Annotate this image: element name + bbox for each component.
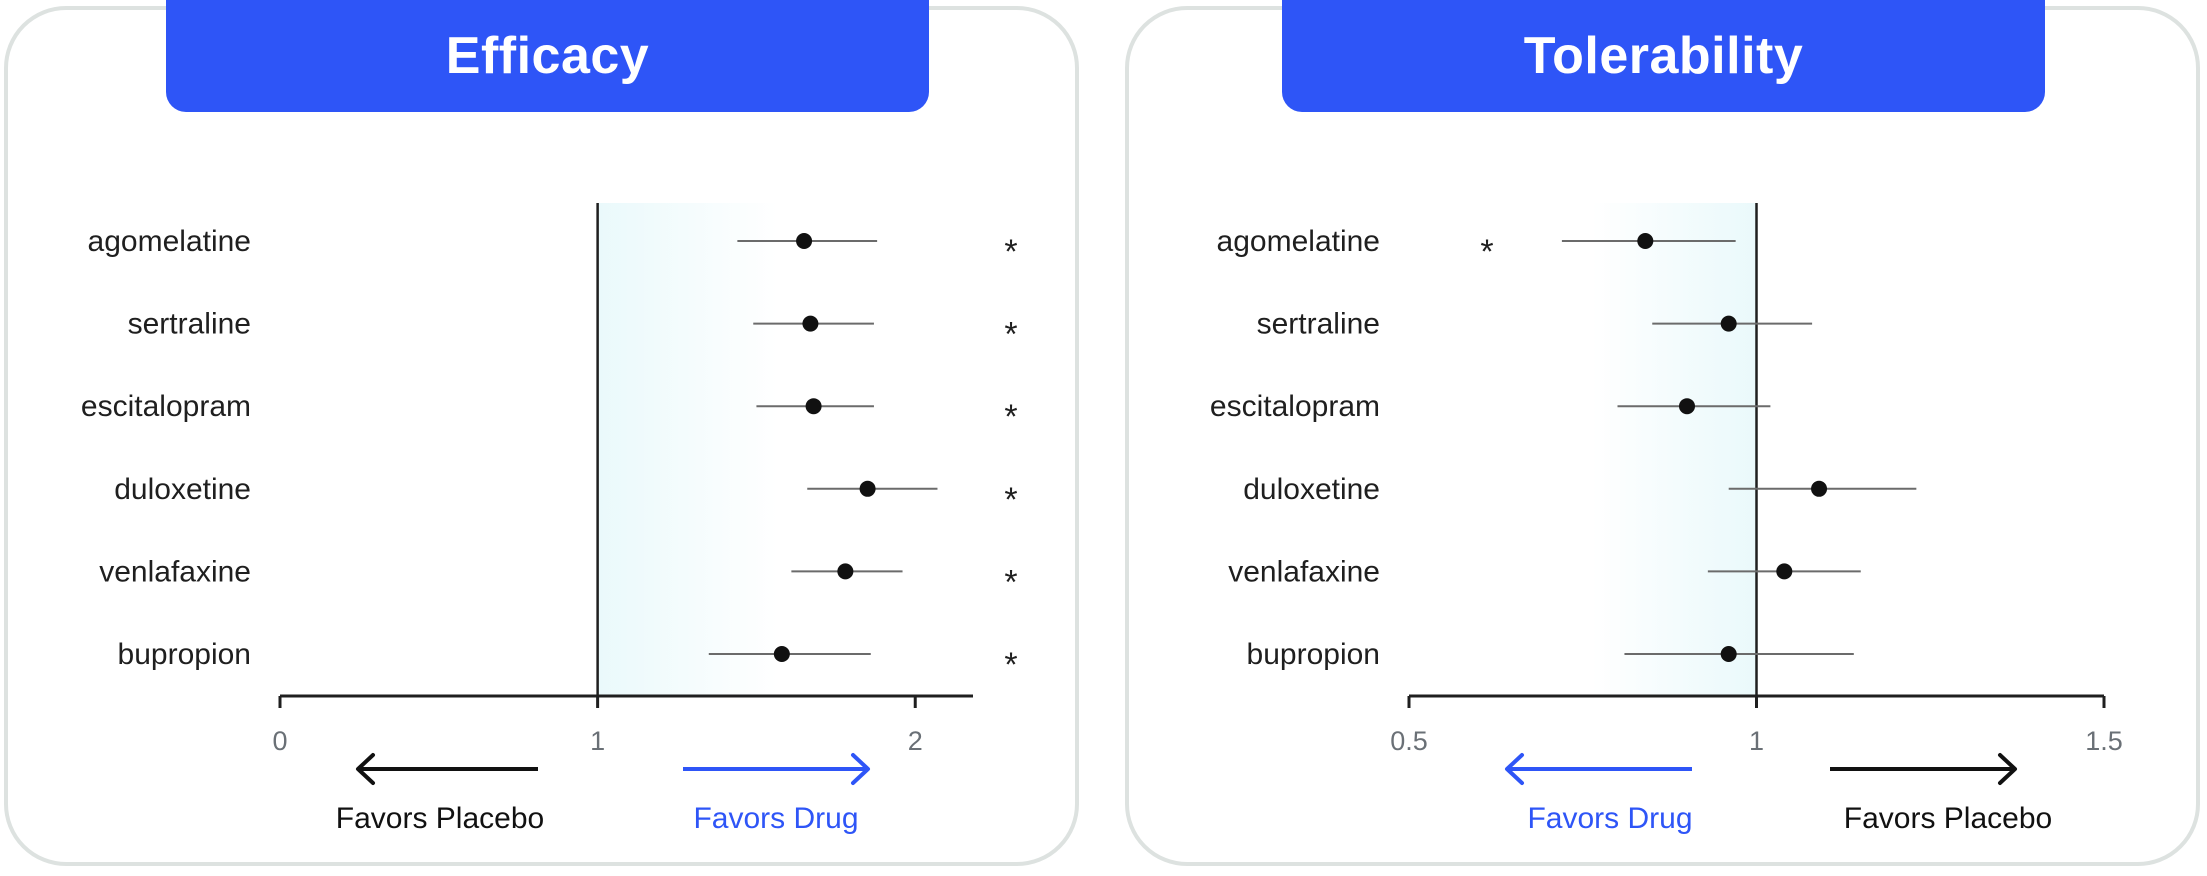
significance-marker: * — [1004, 398, 1017, 436]
efficacy-panel: Efficacy 0 1 2 agomelatine * sertraline * escit… — [4, 0, 1079, 866]
x-tick-label: 1 — [590, 726, 605, 756]
point-estimate — [773, 646, 790, 662]
point-estimate — [1679, 398, 1695, 415]
tolerability-forest-plot: 0.5 1 1.5 agomelatine * sertraline escitalopra… — [1210, 203, 2123, 835]
point-estimate — [802, 315, 819, 332]
point-estimate — [1720, 315, 1737, 332]
drug-label: venlafaxine — [1228, 555, 1380, 588]
left-direction-label: Favors Drug — [1527, 802, 1692, 835]
significance-marker: * — [1004, 563, 1017, 601]
drug-label: escitalopram — [1210, 390, 1380, 423]
left-direction-arrow-head — [356, 753, 375, 785]
right-direction-arrow-head — [851, 753, 870, 785]
drug-label: sertraline — [128, 308, 251, 341]
drug-label: duloxetine — [1243, 473, 1380, 506]
efficacy-forest-plot: 0 1 2 agomelatine * sertraline * escitalopram * d… — [81, 203, 1018, 835]
point-estimate — [1637, 233, 1654, 249]
significance-marker: * — [1004, 233, 1017, 271]
point-estimate — [805, 398, 822, 415]
tolerability-title: Tolerability — [1523, 27, 1804, 85]
x-tick-label: 1 — [1749, 726, 1764, 756]
significance-marker: * — [1004, 316, 1017, 354]
x-tick-label: 0.5 — [1390, 726, 1428, 756]
point-estimate — [859, 480, 876, 497]
shaded-region — [1591, 203, 1757, 696]
left-direction-arrow-head — [1505, 753, 1524, 785]
x-tick-label: 1.5 — [2085, 726, 2123, 756]
right-direction-label: Favors Drug — [693, 802, 858, 835]
x-tick-label: 0 — [272, 726, 287, 756]
drug-label: agomelatine — [1217, 225, 1380, 258]
right-direction-arrow-head — [1998, 753, 2017, 785]
shaded-region — [597, 203, 778, 696]
drug-label: sertraline — [1257, 308, 1380, 341]
significance-marker: * — [1004, 481, 1017, 519]
drug-label: venlafaxine — [99, 555, 251, 588]
x-tick-label: 2 — [908, 726, 923, 756]
drug-label: duloxetine — [114, 473, 251, 506]
tolerability-title-banner: Tolerability — [1282, 0, 2045, 112]
significance-marker: * — [1004, 646, 1017, 684]
point-estimate — [1720, 646, 1737, 662]
significance-marker: * — [1480, 233, 1493, 271]
efficacy-title-banner: Efficacy — [166, 0, 929, 112]
drug-label: escitalopram — [81, 390, 251, 423]
drug-label: agomelatine — [88, 225, 251, 258]
efficacy-title: Efficacy — [445, 27, 650, 85]
tolerability-panel: Tolerability 0.5 1 1.5 agomelatine * sertrali… — [1125, 0, 2200, 866]
point-estimate — [1776, 563, 1793, 580]
point-estimate — [837, 563, 854, 580]
left-direction-label: Favors Placebo — [336, 802, 544, 835]
point-estimate — [796, 233, 813, 249]
drug-label: bupropion — [118, 638, 251, 671]
point-estimate — [1811, 480, 1828, 497]
right-direction-label: Favors Placebo — [1844, 802, 2052, 835]
drug-label: bupropion — [1247, 638, 1380, 671]
